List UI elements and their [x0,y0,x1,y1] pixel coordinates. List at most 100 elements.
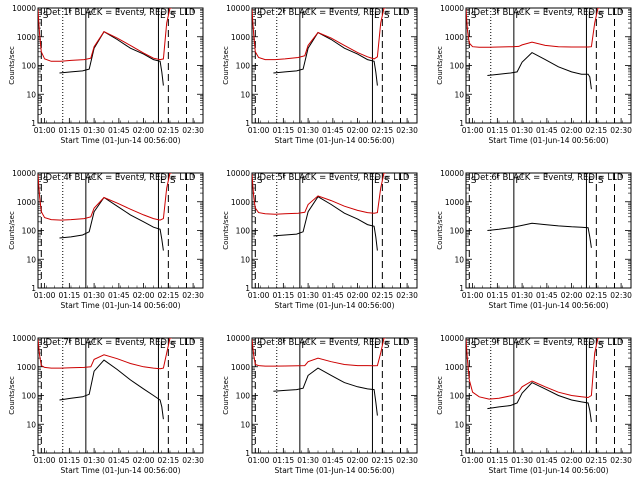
y-tick-label: 10000 [440,169,464,178]
y-tick-label: 10000 [440,4,464,13]
plot-area [466,338,615,453]
y-axis-label: Counts/sec [222,376,230,415]
y-tick-label: 1000 [231,33,250,42]
x-tick-label: 01:30 [297,126,319,135]
y-tick-label: 10000 [12,169,36,178]
x-axis-label: Start Time (01-Jun-14 00:56:00) [275,466,395,475]
y-tick-label: 100 [22,227,37,236]
y-tick-label: 10 [240,420,250,429]
x-axis-label: Start Time (01-Jun-14 00:56:00) [275,301,395,310]
x-tick-label: 01:30 [297,456,319,465]
x-tick-label: 02:30 [396,126,418,135]
x-tick-label: 01:00 [248,126,270,135]
lld-series-line [252,8,386,61]
x-tick-label: 01:00 [34,456,56,465]
y-tick-label: 1 [31,449,36,458]
x-tick-label: 01:45 [322,456,344,465]
x-tick-label: 01:30 [511,126,533,135]
y-tick-label: 100 [236,392,251,401]
x-tick-label: 01:15 [487,456,509,465]
panel-3: Det 3f BLACK = Events, RED = LLD 1 10 100 10… [436,4,632,145]
marker-letter: S [170,341,176,351]
marker-letter: S [257,11,263,21]
x-tick-label: 02:00 [133,291,155,300]
y-tick-label: 1 [245,119,250,128]
x-tick-label: 02:00 [133,126,155,135]
panel-4: Det 4f BLACK = Events, RED = LLD 1 10 100 10… [8,169,204,310]
lld-series-line [38,173,172,221]
x-tick-label: 01:45 [322,126,344,135]
x-axis-label: Start Time (01-Jun-14 00:56:00) [61,136,181,145]
y-axis-label: Counts/sec [8,376,16,415]
x-tick-label: 02:30 [610,456,632,465]
marker-letter: E [160,176,166,186]
marker-letter: F [301,11,306,21]
marker-letter: F [515,341,520,351]
events-series-line [273,31,378,86]
panel-8: Det 8f BLACK = Events, RED = LLD 1 10 100 10… [222,334,418,475]
marker-letter: E [588,176,594,186]
marker-letter: S [598,176,604,186]
marker-letter: F [301,176,306,186]
panel-6: Det 6f BLACK = Events, RED = LLD 1 10 100 10… [436,169,632,310]
marker-letter: S [43,176,49,186]
x-tick-label: 02:30 [610,126,632,135]
marker-letter: E [588,341,594,351]
y-axis-label: Counts/sec [436,376,444,415]
x-tick-label: 01:15 [59,126,81,135]
events-series-line [487,222,592,248]
marker-letter: S [43,11,49,21]
y-tick-label: 100 [450,62,465,71]
x-tick-label: 01:15 [487,291,509,300]
marker-letter: F [87,176,92,186]
plot-area [252,338,401,453]
y-tick-label: 1000 [445,33,464,42]
y-tick-label: 10 [240,255,250,264]
y-tick-label: 1000 [231,363,250,372]
y-tick-label: 10 [240,90,250,99]
lld-series-line [466,338,600,400]
y-tick-label: 10 [26,255,36,264]
marker-letter: S [598,341,604,351]
panel-title: Det 7f BLACK = Events, RED = LLD [46,338,196,348]
lld-series-line [38,8,172,62]
panel-title: Det 9f BLACK = Events, RED = LLD [474,338,624,348]
x-tick-label: 01:00 [34,126,56,135]
x-axis-label: Start Time (01-Jun-14 00:56:00) [275,136,395,145]
x-tick-label: 01:00 [248,456,270,465]
y-tick-label: 10000 [226,334,250,343]
y-axis-label: Counts/sec [222,46,230,85]
y-tick-label: 10 [26,420,36,429]
x-tick-label: 01:45 [108,456,130,465]
plot-area [38,173,187,288]
x-tick-label: 01:00 [462,291,484,300]
marker-letter: E [160,341,166,351]
events-series-line [487,381,592,423]
x-tick-label: 02:30 [396,291,418,300]
marker-letter: F [515,11,520,21]
y-axis-label: Counts/sec [436,211,444,250]
panel-title: Det 6f BLACK = Events, RED = LLD [474,173,624,183]
lld-series-line [252,173,386,215]
x-tick-label: 01:30 [511,456,533,465]
plot-area [38,338,187,453]
y-tick-label: 1000 [17,33,36,42]
panel-title: Det 3f BLACK = Events, RED = LLD [474,8,624,18]
plot-area [38,8,187,123]
x-tick-label: 01:30 [297,291,319,300]
y-tick-label: 1 [245,449,250,458]
events-series-line [487,51,592,90]
y-tick-label: 1 [459,449,464,458]
x-tick-label: 02:15 [158,291,180,300]
panel-title: Det 1f BLACK = Events, RED = LLD [46,8,196,18]
x-axis-label: Start Time (01-Jun-14 00:56:00) [61,301,181,310]
y-tick-label: 10000 [226,4,250,13]
marker-letter: S [257,176,263,186]
y-tick-label: 1000 [445,198,464,207]
x-tick-label: 01:45 [536,291,558,300]
marker-letter: S [598,11,604,21]
marker-letter: E [588,11,594,21]
x-tick-label: 02:30 [610,291,632,300]
